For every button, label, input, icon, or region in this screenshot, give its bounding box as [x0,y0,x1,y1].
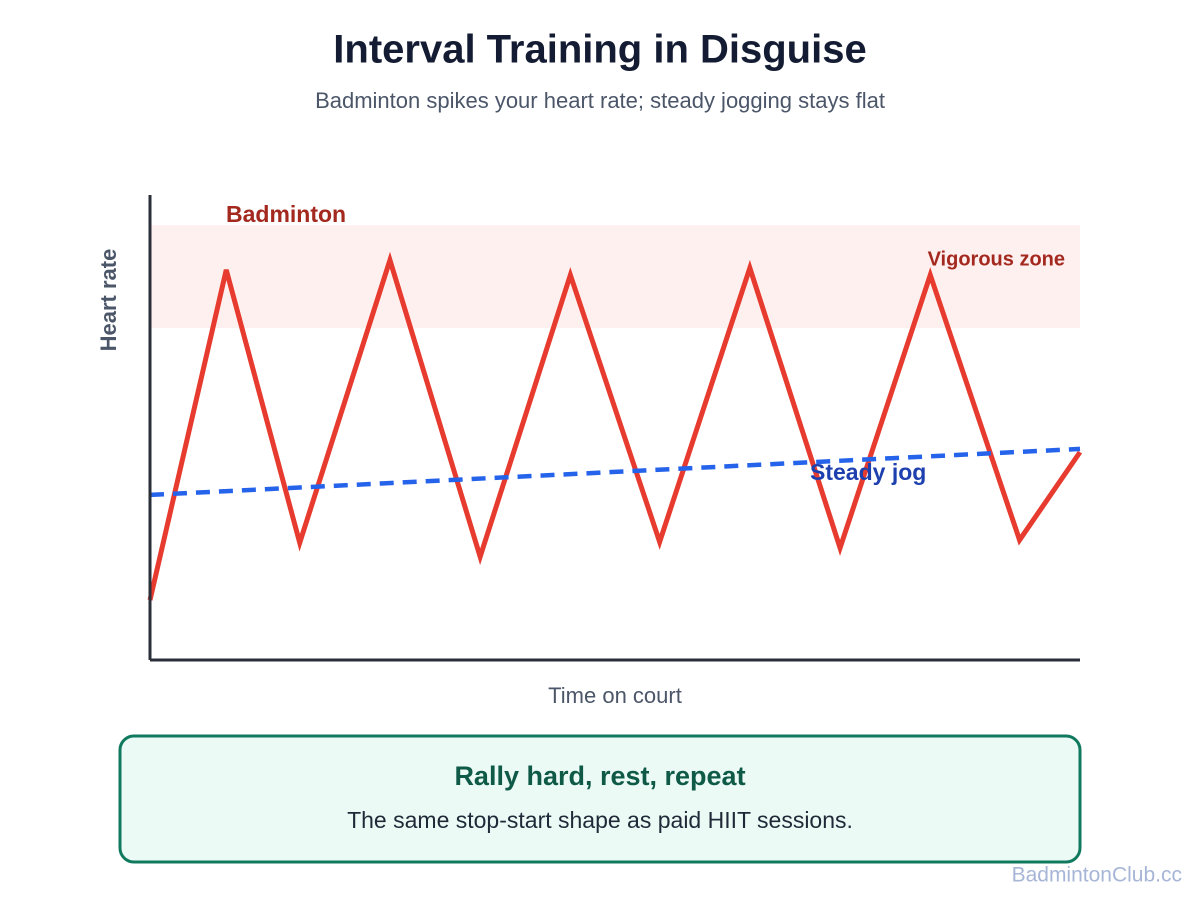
x-axis-label: Time on court [548,683,682,708]
series-label: Steady jog [810,459,926,485]
chart-title: Interval Training in Disguise [333,28,866,72]
callout-text: The same stop-start shape as paid HIIT s… [347,807,853,833]
series-line [149,446,1081,498]
plot: Vigorous zone Badminton Steady jog [147,201,1083,601]
zone-label: Vigorous zone [928,249,1065,271]
series-line [147,251,1083,601]
callout-title: Rally hard, rest, repeat [454,761,745,791]
callout-box [118,734,1082,864]
chart-subtitle: Badminton spikes your heart rate; steady… [315,88,885,113]
watermark: BadmintonClub.cc [1012,864,1182,887]
y-axis-label: Heart rate [96,249,121,352]
zone-band [150,225,1080,328]
series-label: Badminton [226,201,346,227]
